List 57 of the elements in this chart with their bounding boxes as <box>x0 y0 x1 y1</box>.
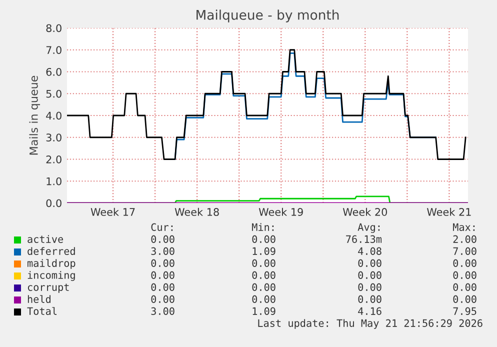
text: 0.00 <box>358 259 382 267</box>
text: 0.00 <box>453 295 476 303</box>
text: 0.00 <box>252 235 276 243</box>
legend-label: held <box>28 295 50 303</box>
text: 1.09 <box>252 307 276 315</box>
text: 0.00 <box>252 295 276 303</box>
legend-label: maildrop <box>28 259 76 269</box>
y-tick-label: 8.0 <box>46 24 62 32</box>
text: 0.00 <box>151 295 174 303</box>
text: 1.09 <box>252 247 276 255</box>
line-series <box>67 49 466 160</box>
text: 7.95 <box>453 307 476 315</box>
text: Last update: Thu May 21 21:56:29 2026 <box>258 319 482 329</box>
text: 0.00 <box>151 235 174 243</box>
legend-label: deferred <box>28 247 75 255</box>
x-tick-label: Week 18 <box>174 208 219 216</box>
legend-label: corrupt <box>28 284 69 293</box>
text: 0.00 <box>358 271 382 279</box>
text: 0.00 <box>453 271 476 279</box>
x-tick-label: Week 17 <box>90 208 135 216</box>
text: 0.00 <box>151 259 174 267</box>
y-tick-label: 3.0 <box>46 134 62 142</box>
y-tick-label: 0.0 <box>46 199 62 208</box>
text: Max: <box>453 223 475 231</box>
text: Min: <box>252 223 274 231</box>
text: 0.00 <box>358 283 382 291</box>
text: 0.00 <box>453 259 476 267</box>
text: 0.00 <box>252 271 276 279</box>
y-tick-label: 6.0 <box>46 68 62 76</box>
text: 7.00 <box>453 247 476 255</box>
text: 0.00 <box>358 295 382 303</box>
x-tick-label: Week 20 <box>342 208 388 216</box>
text: 0.00 <box>151 283 174 291</box>
legend-label: incoming <box>28 271 75 281</box>
text: 4.08 <box>358 247 382 255</box>
text: 0.00 <box>453 283 476 291</box>
y-tick-label: 2.0 <box>46 155 62 164</box>
text: Cur: <box>151 223 173 231</box>
text: 2.00 <box>453 235 476 243</box>
text: 76.13m <box>346 235 382 243</box>
legend-label: Total <box>27 307 57 315</box>
text: 0.00 <box>151 271 174 279</box>
y-tick-label: 7.0 <box>46 46 62 54</box>
y-tick-label: 1.0 <box>46 177 62 186</box>
y-tick-label: 4.0 <box>46 112 62 120</box>
text: 0.00 <box>252 259 276 267</box>
text: Avg: <box>358 223 380 233</box>
chart-title: Mailqueue - by month <box>196 10 339 22</box>
y-tick-label: 5.0 <box>46 90 62 98</box>
x-tick-label: Week 19 <box>258 208 303 216</box>
text: 4.16 <box>358 307 382 315</box>
text: 3.00 <box>151 247 174 255</box>
legend-label: active <box>28 235 64 243</box>
y-axis-title: Mails in queue <box>29 76 40 155</box>
x-tick-label: Week 21 <box>426 208 471 216</box>
text: 0.00 <box>252 283 276 291</box>
text: 3.00 <box>151 307 174 315</box>
